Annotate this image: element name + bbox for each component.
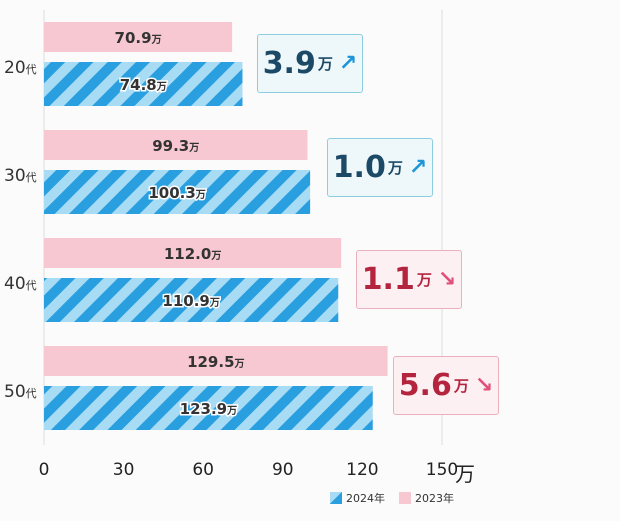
- bar-2023-40代: [44, 238, 342, 268]
- difference-callout: 3.9 万 ↗: [257, 34, 363, 93]
- category-label: 20代: [4, 58, 37, 78]
- data-label: 112.0万: [164, 245, 221, 263]
- x-tick-label: 30: [112, 460, 135, 480]
- arrow-up-right-icon: ↗: [338, 51, 358, 76]
- bar-2024-40代: [44, 278, 339, 322]
- difference-callout: 1.0 万 ↗: [327, 138, 433, 197]
- data-label: 129.5万: [187, 353, 244, 371]
- arrow-up-right-icon: ↗: [408, 155, 428, 180]
- category-label: 50代: [4, 382, 37, 402]
- data-label: 99.3万: [152, 137, 199, 155]
- bar-2023-50代: [44, 346, 388, 376]
- data-label: 123.9万: [180, 400, 237, 418]
- legend: 2024年 2023年: [330, 490, 454, 506]
- category-label: 40代: [4, 274, 37, 294]
- x-axis-unit: 万: [455, 462, 475, 486]
- arrow-down-right-icon: ↘: [437, 267, 457, 292]
- data-label: 100.3万: [148, 184, 205, 202]
- legend-label-2024: 2024年: [346, 492, 385, 505]
- difference-callout: 1.1 万 ↘: [356, 250, 462, 309]
- category-label: 30代: [4, 166, 37, 186]
- data-label: 74.8万: [120, 76, 167, 94]
- bar-2023-20代: [44, 22, 233, 52]
- bar-2023-30代: [44, 130, 308, 160]
- difference-callout: 5.6 万 ↘: [393, 356, 499, 415]
- x-tick-label: 60: [192, 460, 215, 480]
- legend-swatch-2024: [330, 492, 342, 504]
- bar-2024-50代: [44, 386, 373, 430]
- legend-swatch-2023: [399, 492, 411, 504]
- legend-label-2023: 2023年: [415, 492, 454, 505]
- bar-2024-20代: [44, 62, 243, 106]
- arrow-down-right-icon: ↘: [474, 373, 494, 398]
- data-label: 110.9万: [162, 292, 219, 310]
- x-tick-label: 90: [271, 460, 294, 480]
- x-tick-label: 120: [346, 460, 379, 480]
- x-tick-label: 150: [425, 460, 459, 480]
- data-label: 70.9万: [115, 29, 162, 47]
- x-tick-label: 0: [38, 460, 50, 480]
- bar-2024-30代: [44, 170, 311, 214]
